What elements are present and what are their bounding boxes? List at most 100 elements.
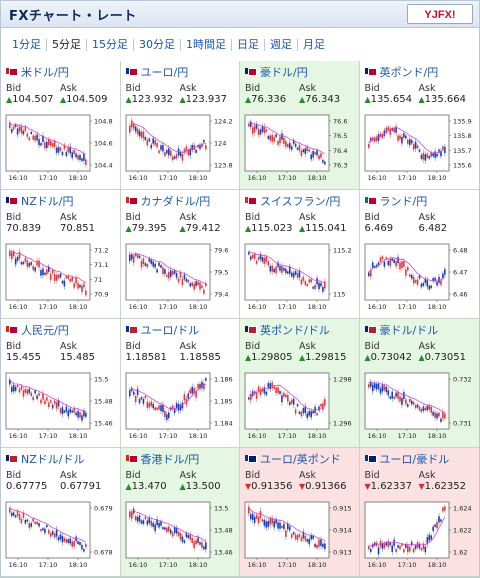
bid-value: 70.839 [6,223,41,234]
tab-3[interactable]: 30分足 [134,39,181,51]
candle [40,143,42,146]
candle [128,254,131,261]
mini-chart[interactable]: 15.5 15.48 15.46 16:10 17:10 18:10 [4,371,117,443]
pair-name[interactable]: カナダドル/円 [140,195,211,208]
mini-chart[interactable]: 124.2 124 123.8 16:10 17:10 18:10 [124,113,237,185]
pair-name[interactable]: ランド/円 [379,195,428,208]
rate-card[interactable]: ユーロ/ドル Bid Ask 1.18581 1.18585 1.186 1.185 1.18… [120,319,240,448]
yjfx-logo[interactable]: YJFX! [407,4,473,24]
candle [32,518,34,522]
rate-card[interactable]: ランド/円 Bid Ask 6.469 6.482 6.48 6.47 6.46 16:10 17… [359,190,479,319]
candle [159,145,162,150]
candle [379,257,381,262]
candle [283,267,285,271]
mini-chart[interactable]: 1.624 1.622 1.62 16:10 17:10 18:10 [363,500,476,572]
pair-name[interactable]: ユーロ/英ポンド [260,453,341,466]
pair-name[interactable]: 英ポンド/ドル [260,324,330,337]
mini-chart[interactable]: 115.2 115 16:10 17:10 18:10 [243,242,356,314]
mini-chart[interactable]: 6.48 6.47 6.46 16:10 17:10 18:10 [363,242,476,314]
ask-value: ▲1.29815 [299,352,347,363]
candle [144,137,146,140]
mini-chart[interactable]: 0.915 0.914 0.913 16:10 17:10 18:10 [243,500,356,572]
candle [136,128,138,135]
mini-chart[interactable]: 1.298 1.296 16:10 17:10 18:10 [243,371,356,443]
candle [30,523,33,527]
rate-card[interactable]: 英ポンド/円 Bid Ask ▲135.654 ▲135.664 135.9 135.8 13… [359,61,479,190]
candle [169,150,172,156]
pair-name[interactable]: NZドル/円 [21,195,74,208]
candle [10,129,13,133]
pair-name[interactable]: NZドル/ドル [21,453,85,466]
pair-name[interactable]: ユーロ/ドル [140,324,200,337]
candle [304,281,307,285]
x-tick-label: 16:10 [248,174,267,182]
rate-card[interactable]: NZドル/ドル Bid Ask 0.67775 0.67791 0.679 0.678 16:… [1,448,121,577]
mini-chart[interactable]: 13.5 13.48 13.46 16:10 17:10 18:10 [124,500,237,572]
candle [32,396,34,401]
pair-name[interactable]: 豪ドル/ドル [379,324,439,337]
mini-chart[interactable]: 0.679 0.678 16:10 17:10 18:10 [4,500,117,572]
candle [429,535,432,540]
mini-chart[interactable]: 71.2 71.1 71 70.9 16:10 17:10 18:10 [4,242,117,314]
candle [40,529,42,532]
rate-card[interactable]: ユーロ/円 Bid Ask ▲123.932 ▲123.937 124.2 124 123.8… [120,61,240,190]
pair-name[interactable]: 米ドル/円 [21,66,69,79]
currency-flag-icon [245,68,257,76]
rate-card[interactable]: 米ドル/円 Bid Ask ▲104.507 ▲104.509 104.8 104.6 104… [1,61,121,190]
quote-labels: Bid Ask [6,470,115,481]
x-tick-label: 18:10 [69,174,88,182]
candle [55,274,58,281]
rate-card[interactable]: 豪ドル/ドル Bid Ask ▲0.73042 ▲0.73051 0.732 0.731 16… [359,319,479,448]
rate-card[interactable]: カナダドル/円 Bid Ask ▲79.395 ▲79.412 79.6 79.5 79.4 1… [120,190,240,319]
pair-name[interactable]: 香港ドル/円 [140,453,200,466]
candle [10,386,13,392]
rate-card[interactable]: NZドル/円 Bid Ask 70.839 70.851 71.2 71.1 71 70.9 16… [1,190,121,319]
rate-card[interactable]: 豪ドル/円 Bid Ask ▲76.336 ▲76.343 76.6 76.5 76.4 76.… [240,61,360,190]
pair-name[interactable]: スイスフラン/円 [260,195,341,208]
candle [79,284,81,288]
candle [377,383,379,389]
rate-card[interactable]: 人民元/円 Bid Ask 15.455 15.485 15.5 15.48 15.46 16:… [1,319,121,448]
rate-card[interactable]: スイスフラン/円 Bid Ask ▲115.023 ▲115.041 115.2 115 16… [240,190,360,319]
candle [130,512,133,519]
moving-average-line [367,126,445,154]
tab-4[interactable]: 1時間足 [181,39,232,51]
mini-chart[interactable]: 76.6 76.5 76.4 76.3 16:10 17:10 18:10 [243,113,356,185]
candle [426,153,428,158]
pair-name[interactable]: ユーロ/豪ドル [379,453,450,466]
candle [379,388,381,394]
mini-chart[interactable]: 0.732 0.731 16:10 17:10 18:10 [363,371,476,443]
tab-0[interactable]: 1分足 [7,39,47,51]
tab-1[interactable]: 5分足 [47,39,87,51]
candle [55,147,58,153]
pair-name[interactable]: 人民元/円 [21,324,69,337]
tab-6[interactable]: 週足 [265,39,298,51]
moving-average-line [9,250,87,284]
rate-card[interactable]: ユーロ/英ポンド Bid Ask ▼0.91356 ▼0.91366 0.915 0.914… [240,448,360,577]
bid-label: Bid [6,470,22,481]
pair-name[interactable]: 豪ドル/円 [260,66,308,79]
pair-name[interactable]: ユーロ/円 [140,66,189,79]
candle [38,139,40,146]
tab-2[interactable]: 15分足 [87,39,134,51]
tab-5[interactable]: 日足 [232,39,265,51]
candle [194,149,197,153]
ask-label: Ask [418,212,436,223]
tab-7[interactable]: 月足 [303,38,325,51]
candle [398,135,401,140]
bid-label: Bid [6,341,22,352]
rate-card[interactable]: 英ポンド/ドル Bid Ask ▲1.29805 ▲1.29815 1.298 1.296 1… [240,319,360,448]
rate-card[interactable]: 香港ドル/円 Bid Ask ▲13.470 ▲13.500 13.5 13.48 13.46… [120,448,240,577]
candle [36,134,38,141]
rate-card[interactable]: ユーロ/豪ドル Bid Ask ▼1.62337 ▼1.62352 1.624 1.622 1… [359,448,479,577]
mini-chart[interactable]: 104.8 104.6 104.4 16:10 17:10 18:10 [4,113,117,185]
quote-labels: Bid Ask [245,83,354,94]
candle [20,126,23,134]
pair-name[interactable]: 英ポンド/円 [379,66,439,79]
mini-chart[interactable]: 1.186 1.185 1.184 16:10 17:10 18:10 [124,371,237,443]
candle [269,518,272,525]
candle [290,534,293,538]
mini-chart[interactable]: 79.6 79.5 79.4 16:10 17:10 18:10 [124,242,237,314]
mini-chart[interactable]: 135.9 135.8 135.7 135.6 16:10 17:10 18:10 [363,113,476,185]
candle [138,398,140,404]
